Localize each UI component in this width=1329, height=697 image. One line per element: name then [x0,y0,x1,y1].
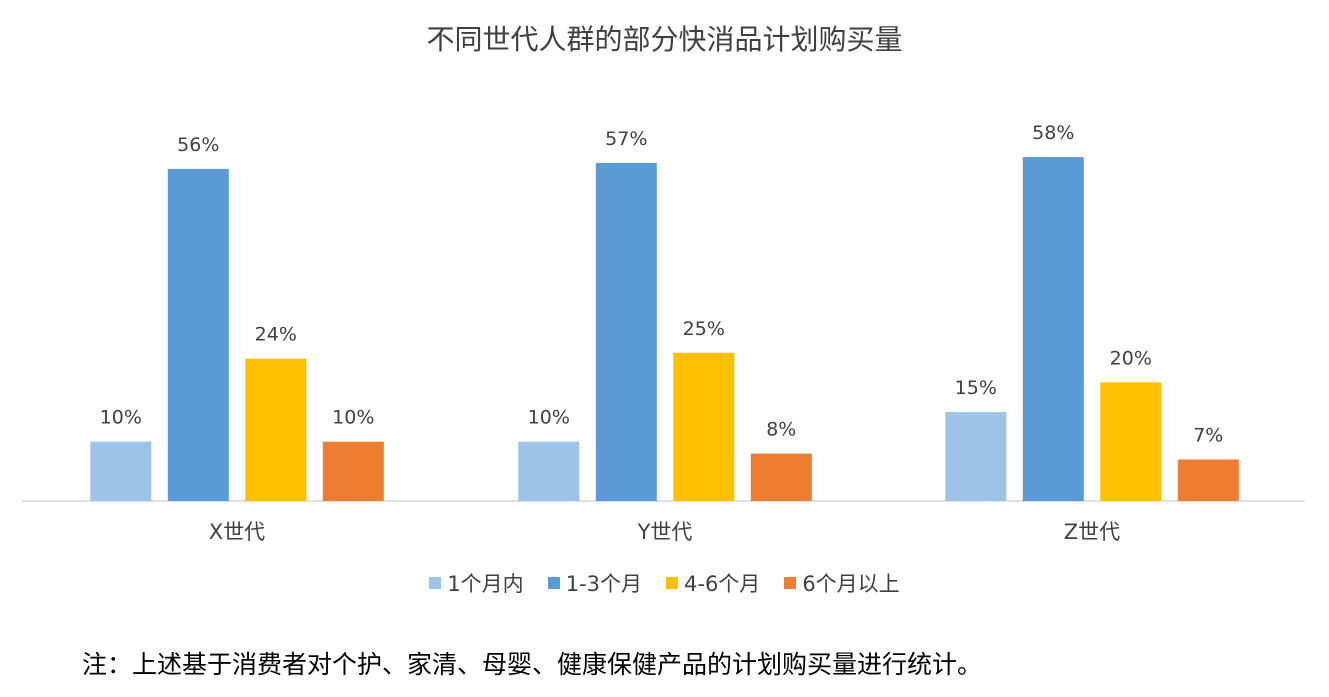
bar-Y世代-1-3个月 [595,163,657,501]
legend-swatch [666,577,678,589]
bar-X世代-1-3个月 [167,168,229,501]
legend-item: 4-6个月 [666,568,760,598]
data-label: 57% [605,128,647,150]
legend: 1个月内 1-3个月 4-6个月 6个月以上 [0,568,1329,598]
data-label: 25% [683,318,725,340]
bar-Y世代-1个月内 [518,441,580,501]
data-label: 20% [1110,347,1152,369]
legend-label: 4-6个月 [684,572,761,596]
legend-swatch [784,577,797,589]
bar-X世代-6个月以上 [322,441,384,501]
data-label: 24% [255,324,297,346]
bar-Z世代-1-3个月 [1022,157,1084,501]
bar-Y世代-6个月以上 [750,453,812,501]
footnote: 注：上述基于消费者对个护、家清、母婴、健康保健产品的计划购买量进行统计。 [82,650,983,679]
data-label: 7% [1193,425,1223,447]
legend-item: 6个月以上 [784,568,900,598]
data-label: 10% [528,407,570,429]
category-label: X世代 [209,520,265,544]
bar-Y世代-4-6个月 [673,352,735,502]
data-label: 15% [955,377,997,399]
data-label: 10% [332,407,374,429]
chart-title: 不同世代人群的部分快消品计划购买量 [426,23,903,56]
data-label: 56% [177,134,219,156]
bar-X世代-1个月内 [90,441,152,501]
bar-Z世代-6个月以上 [1177,459,1239,501]
data-label: 58% [1032,122,1074,144]
data-label: 8% [766,419,796,441]
bar-Z世代-4-6个月 [1100,382,1162,501]
bar-X世代-4-6个月 [245,358,307,501]
data-label: 10% [100,407,142,429]
category-label: Y世代 [637,520,693,544]
legend-swatch [429,577,442,589]
bar-Z世代-1个月内 [945,412,1007,501]
legend-label: 1-3个月 [565,572,642,596]
legend-label: 1个月内 [447,572,524,596]
legend-item: 1个月内 [429,568,524,598]
legend-swatch [547,577,560,589]
legend-label: 6个月以上 [802,572,900,596]
legend-item: 1-3个月 [547,568,642,598]
category-label: Z世代 [1064,520,1120,544]
